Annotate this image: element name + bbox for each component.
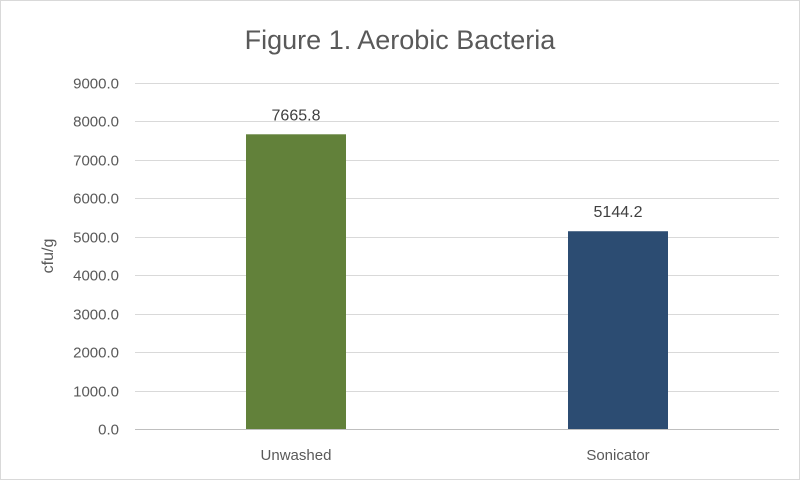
- y-axis-ticks: 0.0 1000.0 2000.0 3000.0 4000.0 5000.0 6000.0 7…: [73, 76, 119, 439]
- y-axis-title: cfu/g: [40, 239, 57, 274]
- chart-title: Figure 1. Aerobic Bacteria: [245, 25, 557, 55]
- y-tick-label: 6000.0: [73, 191, 119, 208]
- y-tick-label: 1000.0: [73, 384, 119, 401]
- gridlines: [135, 83, 779, 430]
- y-tick-label: 7000.0: [73, 153, 119, 170]
- bars: [246, 134, 668, 429]
- bar-sonicator: [568, 231, 668, 429]
- x-category-label: Unwashed: [261, 447, 332, 464]
- x-axis-categories: Unwashed Sonicator: [261, 447, 650, 464]
- data-labels: 7665.8 5144.2: [272, 107, 643, 221]
- y-tick-label: 2000.0: [73, 345, 119, 362]
- y-tick-label: 5000.0: [73, 230, 119, 247]
- y-tick-label: 9000.0: [73, 76, 119, 93]
- y-tick-label: 0.0: [98, 422, 119, 439]
- data-label: 7665.8: [272, 107, 321, 124]
- y-tick-label: 3000.0: [73, 307, 119, 324]
- y-tick-label: 4000.0: [73, 268, 119, 285]
- x-category-label: Sonicator: [586, 447, 649, 464]
- data-label: 5144.2: [594, 204, 643, 221]
- bar-unwashed: [246, 134, 346, 429]
- y-tick-label: 8000.0: [73, 114, 119, 131]
